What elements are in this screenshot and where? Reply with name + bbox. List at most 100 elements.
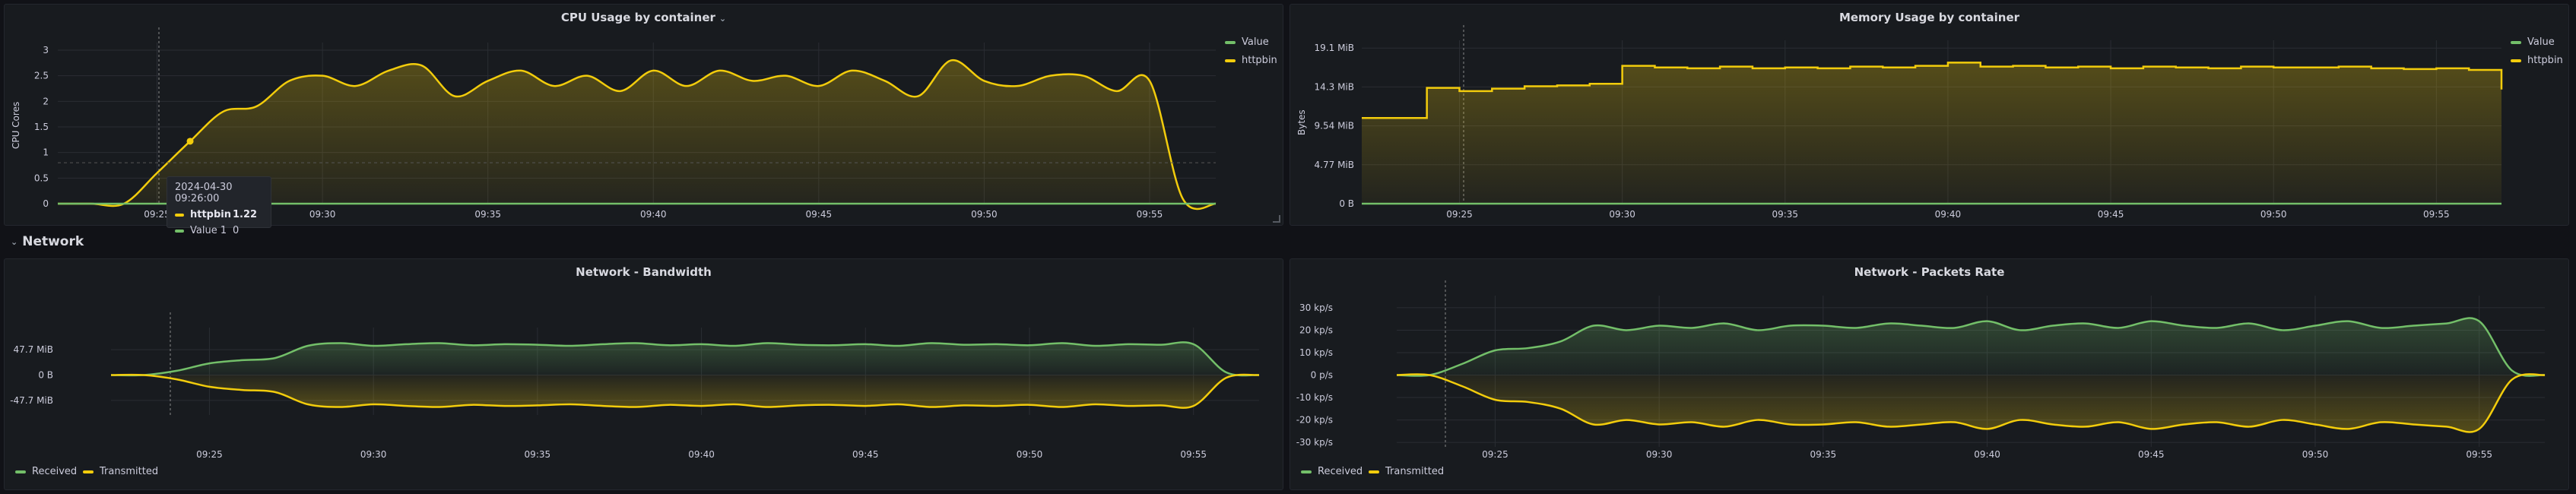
x-tick-label: 09:35 (1810, 449, 1837, 460)
memory-panel-title[interactable]: Memory Usage by container (1838, 11, 2020, 24)
series-line-transmitted (110, 373, 1260, 409)
x-tick-label: 09:45 (2138, 449, 2165, 460)
series-area-transmitted (111, 374, 1259, 408)
legend-swatch (1225, 40, 1236, 44)
packets-chart[interactable]: -30 kp/s -20 kp/s -10 kp/s 0 p/s 10 kp/s 20 k… (1290, 259, 2570, 491)
x-tick-label: 09:30 (1609, 209, 1635, 220)
memory-chart[interactable]: 0 B 4.77 MiB 9.54 MiB 14.3 MiB 19.1 MiB 09:25… (1290, 5, 2570, 226)
y-tick-label: 14.3 MiB (1315, 81, 1354, 92)
chevron-down-icon: ⌄ (11, 236, 18, 247)
series-area-received (1397, 318, 2545, 376)
tooltip-row: Value 1 0 (175, 225, 263, 236)
y-tick-label: 1 (43, 147, 49, 158)
x-tick-label: 09:40 (1974, 449, 2000, 460)
y-tick-label: 10 kp/s (1299, 347, 1333, 358)
x-tick-label: 09:25 (144, 209, 170, 220)
y-tick-label: 0 p/s (1311, 370, 1333, 381)
y-tick-label: -47.7 MiB (10, 395, 53, 406)
x-tick-label: 09:55 (2423, 209, 2450, 220)
x-tick-label: 09:45 (2098, 209, 2124, 220)
bandwidth-panel-title[interactable]: Network - Bandwidth (576, 265, 712, 279)
x-tick-label: 09:50 (1017, 449, 1043, 460)
y-tick-label: 2 (43, 96, 49, 106)
x-tick-label: 09:25 (1446, 209, 1473, 220)
x-tick-label: 09:25 (1482, 449, 1508, 460)
series-line-httpbin (58, 59, 1217, 211)
legend-item-transmitted[interactable]: Transmitted (83, 466, 158, 477)
tooltip-row: httpbin 1.22 (175, 209, 263, 220)
legend-item-transmitted[interactable]: Transmitted (1369, 466, 1444, 477)
x-tick-label: 09:30 (309, 209, 336, 220)
cpu-tooltip: 2024-04-30 09:26:00 httpbin 1.22 Value 1… (167, 176, 271, 236)
x-tick-label: 09:25 (196, 449, 223, 460)
y-tick-label: 1.5 (34, 122, 49, 132)
legend-swatch (1369, 470, 1379, 473)
legend-item-received[interactable]: Received (1301, 466, 1363, 477)
packets-panel-title[interactable]: Network - Packets Rate (1854, 265, 2005, 279)
x-tick-label: 09:55 (2466, 449, 2492, 460)
legend-swatch (175, 229, 184, 233)
legend-swatch (1225, 59, 1236, 62)
series-line-httpbin (1362, 62, 2503, 119)
x-tick-label: 09:35 (474, 209, 501, 220)
packets-panel[interactable]: Network - Packets Rate -30 kp/s -20 kp/s -… (1290, 258, 2569, 490)
y-tick-label: 19.1 MiB (1315, 43, 1354, 53)
legend-item-httpbin[interactable]: httpbin (1225, 55, 1277, 66)
legend-item-received[interactable]: Received (15, 466, 77, 477)
x-tick-label: 09:55 (1137, 209, 1163, 220)
x-tick-label: 09:40 (1935, 209, 1962, 220)
bandwidth-chart[interactable]: -47.7 MiB 0 B 47.7 MiB 09:25 09:30 09:35 09:40… (5, 259, 1284, 491)
y-tick-label: 4.77 MiB (1315, 160, 1354, 170)
legend-swatch (2511, 59, 2521, 62)
x-tick-label: 09:50 (2302, 449, 2329, 460)
network-row-header[interactable]: ⌄ Network (11, 234, 84, 249)
cpu-panel-title[interactable]: CPU Usage by container ⌄ (560, 11, 727, 24)
y-tick-label: -30 kp/s (1296, 437, 1333, 448)
y-tick-label: 0 B (38, 370, 53, 381)
x-tick-label: 09:55 (1180, 449, 1207, 460)
x-tick-label: 09:45 (852, 449, 879, 460)
series-line-transmitted (1396, 373, 2546, 433)
y-tick-label: 2.5 (34, 71, 49, 81)
legend-swatch (83, 470, 94, 473)
x-tick-label: 09:30 (360, 449, 387, 460)
legend-item-httpbin[interactable]: httpbin (2511, 55, 2563, 66)
resize-handle[interactable] (1273, 215, 1280, 223)
x-tick-label: 09:50 (2260, 209, 2287, 220)
memory-panel[interactable]: Memory Usage by container Bytes 0 B 4.77 … (1290, 4, 2569, 226)
y-tick-label: 0.5 (34, 173, 49, 183)
x-tick-label: 09:40 (688, 449, 715, 460)
y-tick-label: 20 kp/s (1299, 325, 1333, 335)
y-tick-label: 3 (43, 45, 49, 55)
tooltip-time: 2024-04-30 09:26:00 (175, 182, 233, 204)
legend-swatch (175, 213, 184, 217)
legend-swatch (15, 470, 26, 473)
series-area-received (111, 342, 1259, 376)
series-line-received (110, 341, 1260, 377)
y-tick-label: 9.54 MiB (1315, 121, 1354, 131)
x-tick-label: 09:40 (640, 209, 667, 220)
hover-point-httpbin (186, 138, 194, 145)
y-tick-label: 47.7 MiB (14, 344, 53, 355)
x-tick-label: 09:30 (1646, 449, 1673, 460)
x-tick-label: 09:35 (525, 449, 551, 460)
y-tick-label: 0 (43, 198, 49, 209)
legend-item-value[interactable]: Value (2511, 36, 2555, 48)
x-tick-label: 09:45 (806, 209, 833, 220)
y-tick-label: -20 kp/s (1296, 415, 1333, 426)
y-tick-label: 30 kp/s (1299, 302, 1333, 313)
series-area-transmitted (1397, 374, 2545, 432)
legend-item-value[interactable]: Value (1225, 36, 1269, 48)
x-tick-label: 09:50 (971, 209, 998, 220)
cpu-panel[interactable]: CPU Usage by container ⌄ CPU Cores 0 0.5 1 1… (4, 4, 1283, 236)
chevron-down-icon[interactable]: ⌄ (719, 14, 727, 24)
legend-swatch (2511, 40, 2521, 44)
bandwidth-panel[interactable]: Network - Bandwidth -47.7 MiB 0 B 47.7 MiB… (4, 258, 1283, 490)
series-area-httpbin (58, 60, 1216, 209)
legend-swatch (1301, 470, 1312, 473)
y-tick-label: 0 B (1339, 198, 1354, 209)
series-area-httpbin (1362, 62, 2501, 204)
x-tick-label: 09:35 (1772, 209, 1798, 220)
series-line-received (1396, 317, 2546, 377)
y-tick-label: -10 kp/s (1296, 392, 1333, 403)
